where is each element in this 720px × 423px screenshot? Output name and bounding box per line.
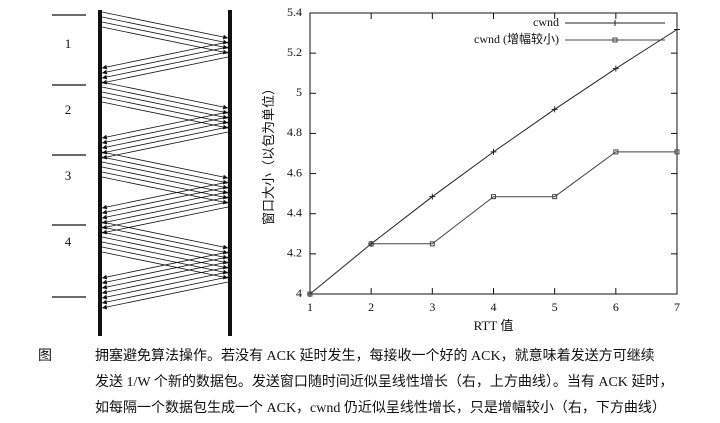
data-packet	[101, 231, 229, 260]
ack	[101, 46, 229, 75]
point	[490, 148, 497, 155]
data-packet	[101, 81, 229, 110]
data-packet	[101, 221, 229, 250]
round-label: 2	[65, 102, 72, 117]
caption-label: 图	[38, 349, 52, 364]
ack	[101, 126, 229, 155]
data-packet	[101, 26, 229, 55]
x-tick-label: 7	[674, 300, 680, 314]
point	[674, 149, 680, 155]
data-packet	[101, 151, 229, 180]
ack	[101, 186, 229, 215]
ack	[101, 201, 229, 230]
point	[613, 149, 619, 155]
ack	[101, 276, 229, 305]
caption-line: 拥塞避免算法操作。若没有 ACK 延时发生，每接收一个好的 ACK，就意味着发送…	[95, 347, 655, 364]
caption-line: 如每隔一个数据包生成一个 ACK，cwnd 仍近似呈线性增长，只是增幅较小（右，…	[95, 400, 666, 416]
y-tick-label: 5	[296, 85, 302, 99]
legend-label: cwnd (增幅较小)	[474, 31, 559, 46]
y-tick-label: 4.2	[287, 246, 302, 260]
data-packet	[101, 11, 229, 40]
chart: 4 4.2 4.4 4.6 4.8 5 5.2 5.4 1 2 3 4 5 6 7 RTT 值 窗口大小（以包为…	[261, 5, 680, 333]
ack	[101, 131, 229, 160]
point	[491, 194, 496, 200]
ack	[101, 271, 229, 300]
y-tick-label: 4.6	[287, 165, 302, 179]
point	[674, 26, 680, 33]
ack	[101, 281, 229, 310]
ack	[101, 121, 229, 150]
point	[552, 194, 558, 200]
point	[612, 65, 619, 72]
round-label: 4	[65, 234, 72, 249]
ack	[101, 206, 229, 235]
data-packet	[101, 96, 229, 125]
round-label: 1	[65, 36, 72, 51]
data-packet	[101, 101, 229, 130]
ack	[101, 116, 229, 145]
data-packet	[101, 236, 229, 265]
data-packet	[101, 166, 229, 195]
x-tick-label: 3	[429, 300, 435, 314]
data-packet	[101, 16, 229, 45]
point	[368, 241, 374, 247]
ack	[101, 196, 229, 225]
packet-diagram: 1 2 3 4	[52, 10, 232, 336]
ack	[101, 111, 229, 140]
ack	[101, 261, 229, 290]
legend-marker	[612, 37, 618, 43]
ack	[101, 266, 229, 295]
caption-line: 发送 1/W 个新的数据包。发送窗口随时间近似呈线性增长（右，上方曲线）。当有 …	[95, 373, 673, 390]
y-tick-label: 4.4	[287, 205, 302, 219]
point	[429, 241, 435, 247]
data-packet	[101, 241, 229, 270]
data-packet	[101, 226, 229, 255]
x-tick-label: 1	[307, 300, 313, 314]
data-packet	[101, 91, 229, 120]
ack	[101, 191, 229, 220]
ack	[101, 56, 229, 85]
x-tick-label: 4	[491, 300, 497, 314]
legend-marker	[612, 20, 618, 26]
ack	[101, 256, 229, 285]
ack	[101, 51, 229, 80]
y-axis-label: 窗口大小（以包为单位）	[261, 82, 276, 225]
data-packet	[101, 246, 229, 275]
data-packet	[101, 176, 229, 205]
data-packet	[101, 21, 229, 50]
data-packet	[101, 251, 229, 280]
point	[551, 106, 558, 113]
point	[307, 291, 313, 297]
ack	[101, 181, 229, 210]
y-tick-label: 4.8	[287, 125, 302, 139]
ack	[101, 41, 229, 70]
data-packet	[101, 86, 229, 115]
y-tick-label: 4	[296, 286, 302, 300]
round-label: 3	[65, 168, 72, 183]
legend-label: cwnd	[533, 15, 559, 29]
data-packet	[101, 161, 229, 190]
data-packet	[101, 156, 229, 185]
x-tick-label: 6	[613, 300, 619, 314]
x-tick-label: 5	[552, 300, 558, 314]
series-line	[309, 151, 677, 295]
point	[429, 193, 436, 200]
series-line	[309, 29, 678, 295]
y-tick-label: 5.4	[287, 5, 302, 19]
x-axis-label: RTT 值	[474, 318, 514, 333]
x-tick-label: 2	[368, 300, 374, 314]
data-packet	[101, 171, 229, 200]
y-tick-label: 5.2	[287, 45, 302, 59]
